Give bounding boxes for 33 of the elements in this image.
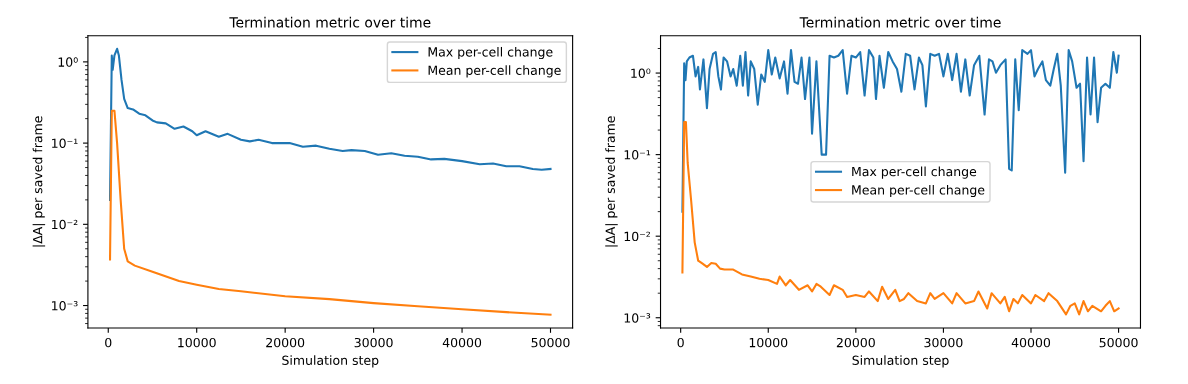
x-tick-label: 50000 bbox=[1099, 337, 1138, 348]
y-tick-label: 10⁻¹ bbox=[52, 138, 78, 149]
legend-label: Max per-cell change bbox=[852, 166, 977, 179]
x-tick-label: 0 bbox=[677, 337, 684, 348]
y-tick-label: 10⁰ bbox=[58, 57, 78, 67]
x-axis-title: Simulation step bbox=[282, 355, 379, 368]
x-tick-label: 30000 bbox=[354, 337, 393, 348]
legend-label: Max per-cell change bbox=[428, 46, 553, 60]
line-series bbox=[681, 49, 1120, 213]
x-tick-label: 40000 bbox=[442, 337, 482, 348]
y-tick-label: 10⁻² bbox=[624, 231, 651, 242]
x-tick-label: 0 bbox=[105, 337, 112, 348]
x-tick-label: 10000 bbox=[749, 337, 788, 348]
legend-label: Mean per-cell change bbox=[428, 65, 561, 78]
legend-label: Mean per-cell change bbox=[852, 184, 985, 198]
x-axis-title: Simulation step bbox=[852, 355, 949, 368]
y-tick-label: 10⁰ bbox=[631, 68, 651, 78]
y-tick-label: 10⁻¹ bbox=[624, 150, 651, 160]
x-tick-label: 20000 bbox=[266, 337, 305, 348]
x-tick-label: 10000 bbox=[178, 337, 216, 348]
y-tick-label: 10⁻² bbox=[52, 219, 78, 230]
x-tick-label: 40000 bbox=[1011, 337, 1051, 348]
x-tick-label: 20000 bbox=[836, 337, 875, 348]
y-tick-label: 10⁻³ bbox=[624, 313, 651, 323]
line-series bbox=[108, 109, 552, 316]
x-tick-label: 50000 bbox=[531, 337, 570, 348]
line-series bbox=[681, 121, 1120, 316]
y-axis-title: |ΔA| per saved frame bbox=[605, 116, 618, 247]
chart-title: Termination metric over time bbox=[229, 16, 431, 28]
y-axis-title: |ΔA| per saved frame bbox=[32, 116, 46, 247]
x-tick-label: 30000 bbox=[924, 337, 963, 348]
y-tick-label: 10⁻³ bbox=[52, 301, 78, 311]
chart-title: Termination metric over time bbox=[799, 16, 1001, 28]
